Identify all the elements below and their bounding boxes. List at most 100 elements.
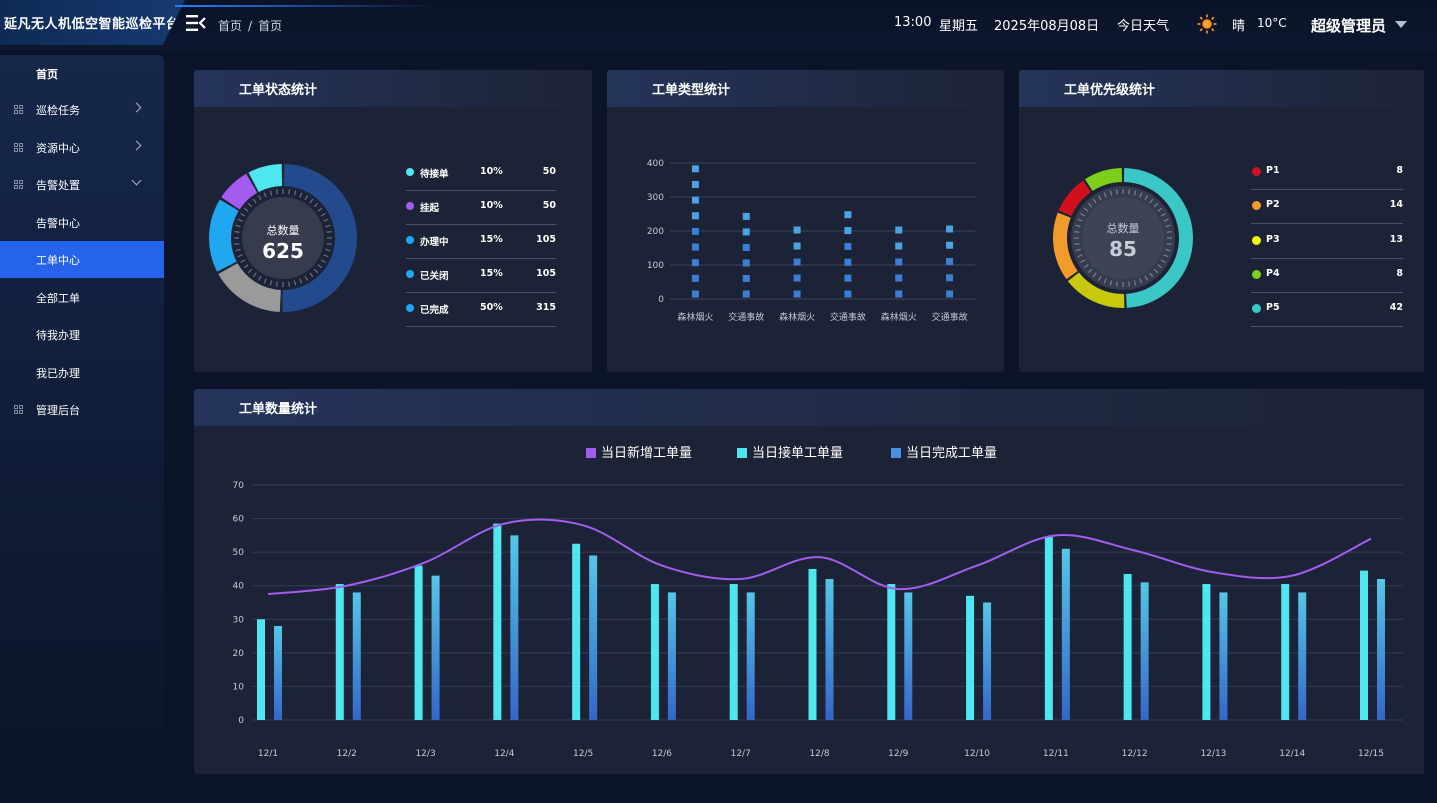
- x-tick-label: 森林烟火: [881, 311, 917, 323]
- bar-segment: [742, 228, 750, 236]
- donut-tick: [1074, 231, 1080, 233]
- x-tick-label: 12/15: [1358, 749, 1384, 759]
- bar-segment: [895, 290, 903, 298]
- user-menu[interactable]: 超级管理员: [1311, 17, 1387, 35]
- donut-tick: [323, 218, 329, 222]
- bar-accepted: [335, 584, 344, 720]
- legend-label: 当日完成工单量: [906, 446, 997, 461]
- chevron-down-icon[interactable]: [1395, 21, 1407, 28]
- sidebar-item-workorder-center[interactable]: 工单中心: [0, 241, 164, 278]
- priority-donut-slices: [1053, 168, 1193, 308]
- bar-segment: [691, 180, 699, 188]
- x-tick-label: 12/5: [573, 749, 593, 759]
- bar-completed: [825, 579, 834, 720]
- donut-slice: [218, 263, 281, 312]
- bar: [895, 226, 903, 298]
- donut-tick: [1149, 272, 1154, 278]
- sidebar-item-admin[interactable]: 管理后台: [0, 391, 164, 428]
- x-tick-label: 12/12: [1122, 749, 1148, 759]
- priority-legend-row: P1 8: [1251, 155, 1403, 190]
- bar-accepted: [1202, 584, 1211, 720]
- count-card: 工单数量统计 当日新增工单量 当日接单工单量 当日完成工单量 0 10 20 30 40 50 6…: [194, 389, 1424, 774]
- donut-tick: [317, 207, 323, 212]
- donut-tick: [269, 280, 273, 286]
- legend-dot: [406, 304, 414, 312]
- sidebar-item-my-todo[interactable]: 待我办理: [0, 316, 164, 353]
- x-tick-label: 12/11: [1043, 749, 1069, 759]
- bar-segment: [691, 227, 699, 235]
- legend-item: 当日接单工单量: [737, 445, 843, 461]
- sidebar-item-alarm[interactable]: 告警处置: [0, 166, 164, 203]
- sidebar-item-inspection[interactable]: 巡检任务: [0, 91, 164, 128]
- y-tick-label: 200: [647, 227, 664, 237]
- sidebar-item-all-orders[interactable]: 全部工单: [0, 279, 164, 316]
- sidebar-item-my-done[interactable]: 我已办理: [0, 354, 164, 391]
- donut-tick: [1163, 254, 1169, 258]
- donut-tick: [1103, 192, 1107, 198]
- bar: [793, 226, 801, 298]
- x-tick-label: 12/4: [494, 749, 514, 759]
- status-legend-row: 挂起 10% 50: [406, 190, 556, 225]
- priority-legend-name: P3: [1266, 234, 1280, 245]
- breadcrumb-home[interactable]: 首页: [218, 19, 243, 33]
- bar-segment: [793, 290, 801, 298]
- sidebar-item-resources[interactable]: 资源中心: [0, 129, 164, 166]
- legend-dot: [1252, 167, 1261, 176]
- priority-legend-row: P3 13: [1251, 224, 1403, 259]
- x-tick-label: 交通事故: [728, 311, 764, 323]
- bar-segment: [742, 243, 750, 251]
- header-temperature: 10°C: [1257, 16, 1287, 30]
- header-weekday: 星期五: [939, 19, 979, 34]
- legend-dot: [1252, 236, 1261, 245]
- donut-slice: [248, 164, 283, 193]
- sidebar-item-label: 我已办理: [36, 366, 80, 380]
- bar-segment: [742, 290, 750, 298]
- bar-segment: [844, 258, 852, 266]
- grid-icon: [14, 405, 23, 414]
- y-tick-label: 20: [233, 649, 245, 659]
- donut-tick: [1083, 207, 1089, 212]
- sidebar-item-home[interactable]: 首页: [0, 55, 164, 92]
- bar-completed: [667, 592, 676, 720]
- donut-tick: [1160, 212, 1166, 217]
- donut-tick: [235, 248, 241, 252]
- donut-tick: [1092, 198, 1097, 204]
- type-card: 工单类型统计 0 100 200 300 400 森林烟火 交通事故 森林烟火 交通事故 森林烟火…: [607, 70, 1004, 372]
- status-legend-name: 待接单: [420, 169, 449, 180]
- bar-segment: [844, 211, 852, 219]
- donut-tick: [1165, 224, 1171, 228]
- legend-swatch: [586, 448, 596, 458]
- status-donut-slices: [208, 164, 357, 312]
- donut-slice: [1067, 272, 1125, 308]
- priority-card-title: 工单优先级统计: [1019, 70, 1424, 107]
- priority-legend-name: P2: [1266, 199, 1280, 210]
- donut-tick: [309, 198, 314, 204]
- donut-tick: [1144, 195, 1149, 201]
- donut-tick: [240, 212, 246, 217]
- bar-completed: [1219, 592, 1228, 720]
- x-tick-label: 12/2: [337, 749, 357, 759]
- donut-tick: [1092, 272, 1097, 278]
- donut-tick: [247, 202, 253, 208]
- y-tick-label: 0: [238, 716, 244, 726]
- grid-icon: [14, 180, 23, 189]
- legend-dot: [406, 168, 414, 176]
- menu-toggle-icon[interactable]: [186, 14, 206, 32]
- donut-tick: [1153, 268, 1159, 274]
- donut-tick: [252, 198, 257, 204]
- bar-segment: [793, 274, 801, 282]
- donut-tick: [299, 192, 303, 198]
- priority-legend-row: P4 8: [1251, 258, 1403, 293]
- sidebar-item-label: 告警中心: [36, 216, 80, 230]
- donut-tick: [1139, 192, 1143, 198]
- bar-completed: [904, 592, 913, 720]
- y-tick-label: 0: [658, 295, 664, 305]
- bar-completed: [352, 592, 361, 720]
- sidebar-item-alarm-center[interactable]: 告警中心: [0, 204, 164, 241]
- donut-tick: [1149, 198, 1154, 204]
- donut-tick: [234, 243, 240, 245]
- donut-tick: [1075, 224, 1081, 228]
- bar-segment: [691, 274, 699, 282]
- donut-tick: [257, 195, 262, 201]
- bar-segment: [793, 226, 801, 234]
